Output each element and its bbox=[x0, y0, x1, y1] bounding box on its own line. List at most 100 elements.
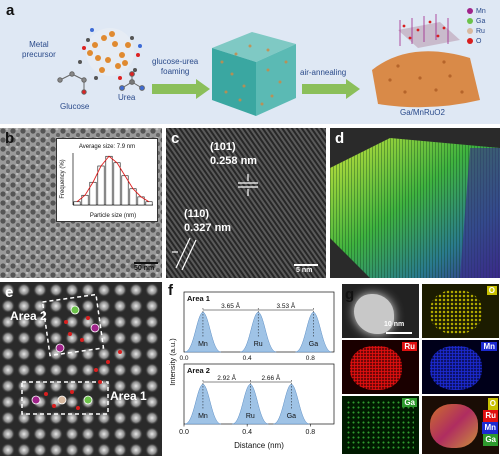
histogram-bar bbox=[97, 165, 105, 206]
map-ru-tag: Ru bbox=[402, 342, 417, 351]
synthesis-scheme bbox=[57, 14, 480, 116]
map-merged: O Ru Mn Ga bbox=[422, 396, 499, 454]
haadf-lattice bbox=[0, 282, 162, 456]
label-metal-precursor: Metal precursor bbox=[22, 40, 56, 59]
panel-a-letter: a bbox=[6, 2, 15, 19]
distance-label: 2.66 Å bbox=[261, 373, 280, 382]
profile-ylabel: Intensity (a.u.) bbox=[168, 338, 177, 386]
map-o-dots bbox=[430, 290, 482, 334]
plane-110: (110) bbox=[184, 208, 210, 220]
merged-legend-ga: Ga bbox=[483, 434, 498, 446]
map-o-tag: O bbox=[486, 286, 497, 295]
panel-d-letter: d bbox=[335, 130, 345, 147]
panel-g-eds-maps: g 10 nm O Ru Mn Ga O Ru Mn Ga bbox=[342, 282, 500, 456]
histogram-bar bbox=[145, 201, 153, 206]
histogram-inset: Average size: 7.9 nm Particle size (nm) Fr… bbox=[56, 138, 158, 222]
x-tick-label: 0.8 bbox=[306, 355, 315, 362]
x-tick-label: 0.4 bbox=[243, 355, 252, 362]
map-ga-dots bbox=[346, 400, 414, 450]
scale-bar-b-label: 50 nm bbox=[134, 265, 155, 272]
label-urea: Urea bbox=[118, 93, 136, 102]
panel-e-haadf-image: e Area 2 Area 1 bbox=[0, 282, 162, 456]
distance-label: 3.65 Å bbox=[221, 301, 240, 310]
area2-label: Area 2 bbox=[10, 309, 47, 323]
peak-label: Ga bbox=[309, 341, 318, 348]
merged-legend-o: O bbox=[487, 398, 498, 410]
profile-title: Area 1 bbox=[187, 294, 210, 303]
surface-plot bbox=[330, 128, 500, 278]
peak-label: Ga bbox=[287, 413, 296, 420]
merged-legend-mn: Mn bbox=[482, 422, 498, 434]
x-tick-label: 0.4 bbox=[242, 429, 252, 436]
histogram-xlabel: Particle size (nm) bbox=[90, 213, 136, 219]
profile-xlabel: Distance (nm) bbox=[234, 441, 284, 450]
scale-bar-c-label: 5 nm bbox=[296, 267, 313, 274]
arrow-1 bbox=[152, 79, 210, 99]
legend-dot-ga bbox=[467, 18, 473, 24]
element-legend: Mn Ga Ru O bbox=[467, 6, 499, 46]
legend-dot-mn bbox=[467, 8, 473, 14]
map-ga-tag: Ga bbox=[402, 398, 417, 407]
panel-f-letter: f bbox=[168, 282, 173, 299]
histogram-bar bbox=[105, 155, 113, 206]
scale-bar-b bbox=[134, 262, 158, 264]
map-ru-dots bbox=[350, 346, 402, 390]
legend-dot-o bbox=[467, 38, 473, 44]
histogram-fit-curve bbox=[76, 155, 150, 203]
merged-legend: O Ru Mn Ga bbox=[482, 398, 498, 446]
x-tick-label: 0.0 bbox=[179, 355, 188, 362]
peak-label: Ru bbox=[246, 413, 255, 420]
map-ru: Ru bbox=[342, 340, 419, 394]
histogram-title: Average size: 7.9 nm bbox=[79, 144, 135, 150]
panel-b-letter: b bbox=[5, 130, 15, 147]
lattice-fringes bbox=[166, 128, 326, 278]
area1-label: Area 1 bbox=[110, 389, 147, 403]
legend-label-mn: Mn bbox=[476, 7, 486, 15]
product-sheet bbox=[372, 14, 480, 108]
scale-bar-g bbox=[386, 332, 412, 334]
panel-d-3d-surface: d bbox=[330, 128, 500, 278]
x-tick-label: 0.0 bbox=[179, 429, 189, 436]
panel-e-letter: e bbox=[5, 284, 14, 301]
legend-label-ru: Ru bbox=[476, 27, 485, 35]
profile-title: Area 2 bbox=[187, 366, 210, 375]
panel-f-line-profiles: f Area 1 Mn Ru Ga 3.65 Å 3.53 Å 0.0 0.4 0.8 Area … bbox=[166, 282, 338, 456]
panel-g-letter-outer: g bbox=[345, 286, 355, 303]
haadf-map: g 10 nm bbox=[342, 284, 419, 338]
peak-label: Mn bbox=[198, 341, 208, 348]
haadf-particle bbox=[354, 294, 394, 334]
histogram-chart: Average size: 7.9 nm Particle size (nm) Fr… bbox=[60, 144, 153, 219]
precursor-cluster bbox=[57, 28, 145, 95]
label-glucose: Glucose bbox=[60, 102, 90, 111]
panel-c-hrtem-image: c (101) 0.258 nm (110) 0.327 nm 5 nm bbox=[166, 128, 326, 278]
map-o: O bbox=[422, 284, 499, 338]
legend-row-ru: Ru bbox=[467, 26, 499, 36]
legend-row-mn: Mn bbox=[467, 6, 499, 16]
map-mn: Mn bbox=[422, 340, 499, 394]
label-annealing: air-annealing bbox=[300, 68, 347, 77]
profile-chart: Area 1 Mn Ru Ga 3.65 Å 3.53 Å 0.0 0.4 0.8 Area 2 M… bbox=[168, 291, 335, 450]
distance-label: 2.92 Å bbox=[217, 373, 236, 382]
label-product: Ga/MnRuO2 bbox=[400, 108, 445, 117]
panel-a: a bbox=[0, 0, 500, 124]
map-mn-tag: Mn bbox=[481, 342, 497, 351]
peak-label: Mn bbox=[198, 413, 208, 420]
histogram-ylabel: Frequency (%) bbox=[60, 159, 66, 198]
legend-dot-ru bbox=[467, 28, 473, 34]
arrow-2 bbox=[302, 79, 360, 99]
legend-row-ga: Ga bbox=[467, 16, 499, 26]
peak-label: Ru bbox=[254, 341, 263, 348]
scale-bar-g-label: 10 nm bbox=[384, 321, 405, 328]
map-merged-particle bbox=[430, 404, 478, 448]
map-ga: Ga bbox=[342, 396, 419, 454]
spacing-110: 0.327 nm bbox=[184, 222, 232, 234]
x-tick-label: 0.8 bbox=[305, 429, 315, 436]
spacing-101: 0.258 nm bbox=[210, 155, 258, 167]
scale-bar-c bbox=[294, 264, 318, 266]
panel-b-tem-image: b Average size: 7.9 nm Particle size (nm)… bbox=[0, 128, 162, 278]
label-foaming: glucose-urea foaming bbox=[152, 57, 199, 76]
legend-label-ga: Ga bbox=[476, 17, 486, 25]
map-mn-dots bbox=[430, 346, 482, 390]
histogram-bar bbox=[113, 162, 121, 206]
legend-label-o: O bbox=[476, 37, 482, 45]
